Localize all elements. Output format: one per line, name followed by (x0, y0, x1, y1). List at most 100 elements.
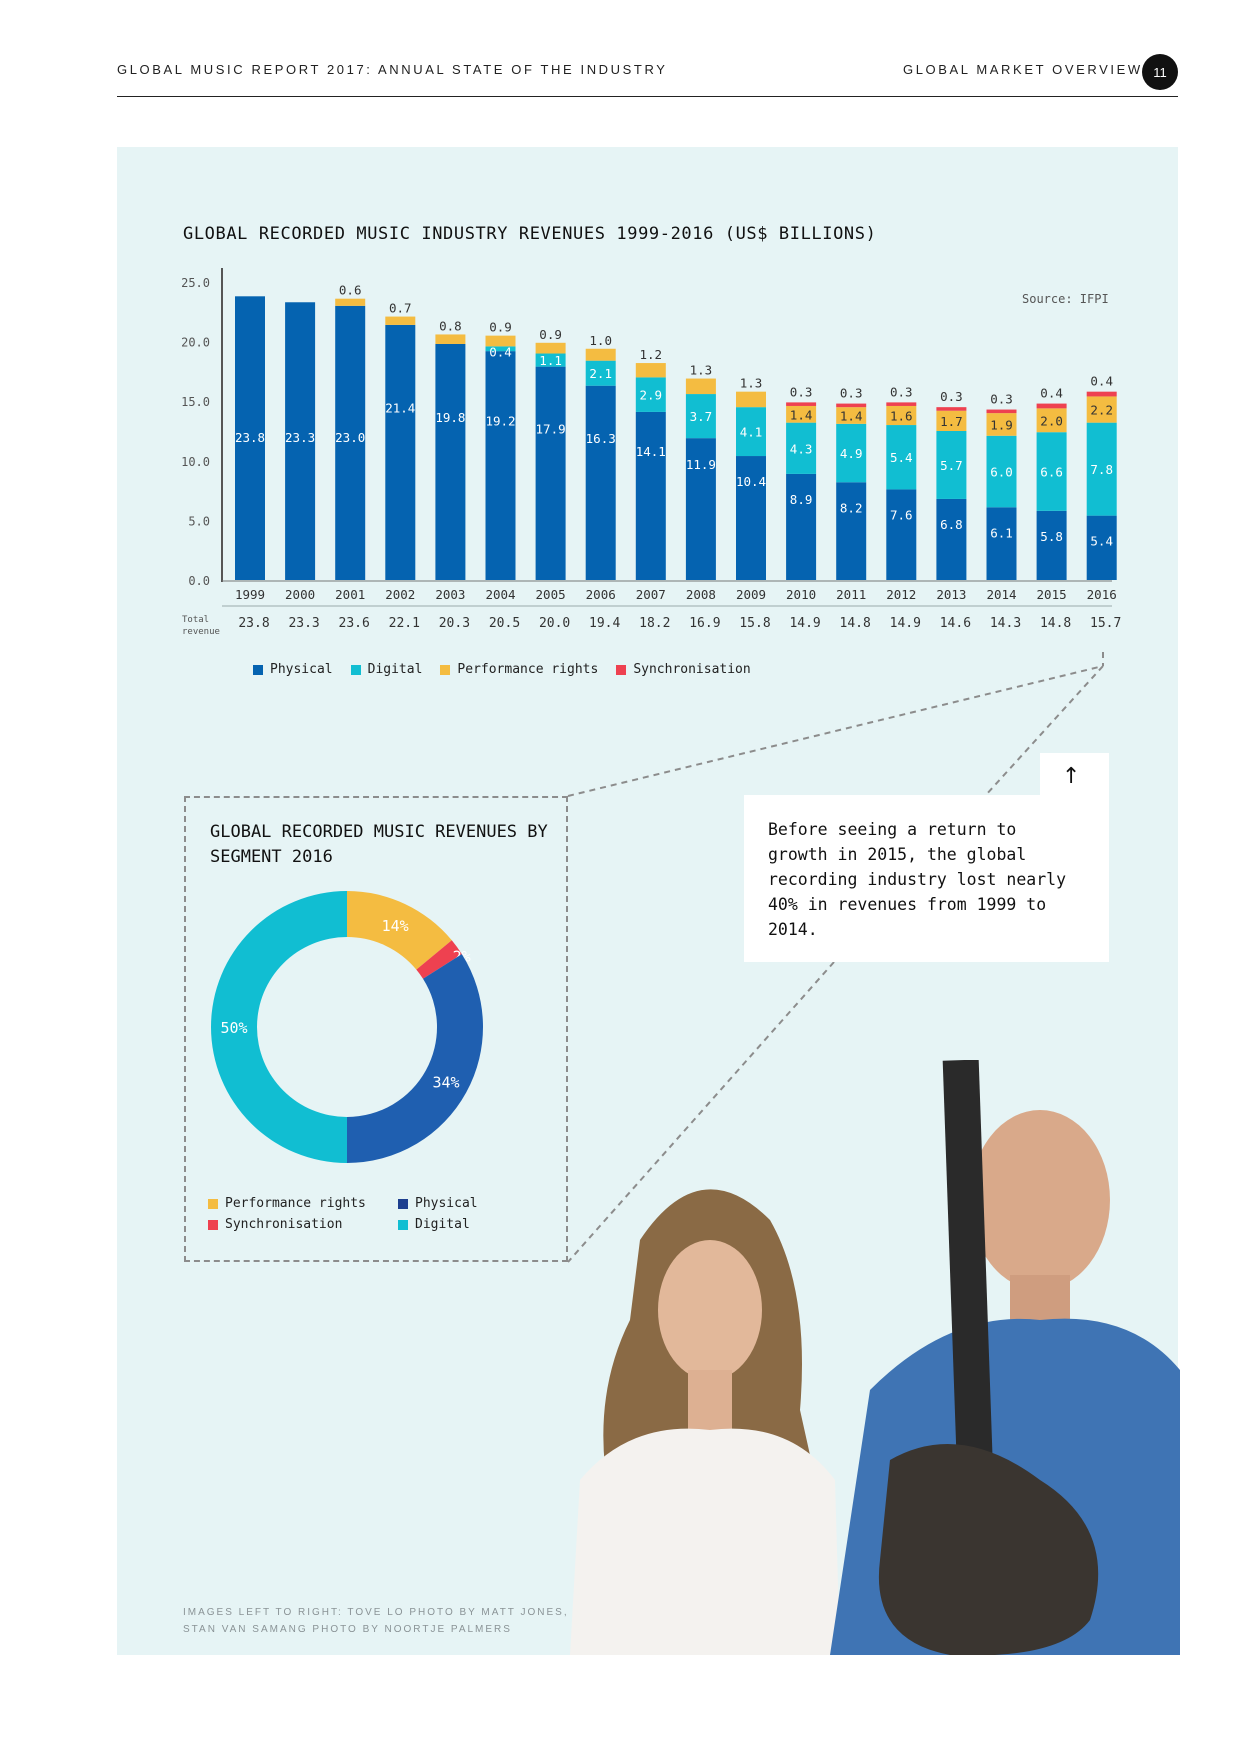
bar-chart: 0.0 5.0 10.0 15.0 20.0 25.0 Total revenue 23.8 19… (181, 268, 1121, 637)
performance-swatch-icon (440, 664, 451, 675)
bar-label-performance: 2.0 (1040, 413, 1063, 428)
bar-physical (435, 343, 466, 580)
bar-digital (836, 423, 867, 483)
bar-label-sync: 0.4 (1090, 374, 1113, 389)
bar-digital (886, 425, 917, 490)
bar-label-physical: 10.4 (736, 474, 766, 489)
bar-label-physical: 19.8 (435, 410, 465, 425)
physical-swatch-icon (398, 1198, 408, 1209)
legend-label: Digital (367, 662, 423, 677)
section-title: GLOBAL MARKET OVERVIEW (903, 62, 1143, 77)
header-divider (117, 96, 1178, 97)
bar-physical (635, 411, 666, 580)
x-tick-label: 2010 (786, 587, 816, 602)
bar-physical (786, 473, 817, 580)
bar-label-performance: 0.9 (539, 327, 562, 342)
total-value: 20.5 (489, 616, 520, 631)
bar-label-performance: 0.7 (389, 301, 412, 316)
y-tick-label: 0.0 (188, 574, 210, 588)
donut-legend-digital: Digital (398, 1217, 548, 1232)
bar-digital (635, 377, 666, 412)
bar-label-physical: 8.2 (840, 500, 863, 515)
donut-label: 14% (382, 917, 409, 935)
bar-label-performance: 1.7 (940, 414, 963, 429)
y-tick-label: 10.0 (181, 455, 210, 469)
bar-label-performance: 1.9 (990, 417, 1013, 432)
bar-performance-rights (435, 334, 466, 344)
x-tick-label: 2016 (1087, 587, 1117, 602)
total-value: 23.8 (238, 616, 269, 631)
artist-photo-man (830, 1060, 1180, 1655)
bar-physical (886, 489, 917, 580)
total-value: 15.7 (1090, 616, 1121, 631)
bar-physical (335, 305, 366, 580)
bar-label-physical: 23.0 (335, 430, 365, 445)
bar-label-physical: 5.8 (1040, 529, 1063, 544)
donut-slice-digital (211, 891, 347, 1163)
bar-synchronisation (1036, 403, 1067, 409)
x-tick-label: 1999 (235, 587, 265, 602)
bar-label-digital: 3.7 (690, 409, 713, 424)
total-value: 22.1 (389, 616, 420, 631)
bar-digital (685, 394, 716, 439)
bar-performance-rights (936, 410, 967, 431)
bar-label-sync: 0.3 (840, 386, 863, 401)
bar-physical (685, 438, 716, 580)
neck-shape (1010, 1275, 1070, 1325)
bar-label-performance: 1.4 (840, 409, 863, 424)
bar-performance-rights (535, 342, 566, 354)
x-tick-label: 2000 (285, 587, 315, 602)
shirt-shape (570, 1428, 840, 1655)
bar-synchronisation (1086, 391, 1117, 397)
legend-label: Synchronisation (225, 1217, 343, 1232)
donut-slice-performance-rights (347, 891, 452, 970)
bar-physical (385, 324, 416, 580)
bar-performance-rights (786, 405, 817, 423)
bar-performance-rights (635, 363, 666, 378)
legend-label: Physical (270, 662, 333, 677)
bar-performance-rights (585, 348, 616, 361)
bar-physical (986, 507, 1017, 580)
legend-label: Physical (415, 1196, 478, 1211)
bar-label-sync: 0.3 (990, 392, 1013, 407)
bar-label-sync: 0.4 (1040, 386, 1063, 401)
performance-swatch-icon (208, 1198, 218, 1209)
total-value: 14.9 (789, 616, 820, 631)
donut-chart-title: GLOBAL RECORDED MUSIC REVENUES BY SEGMEN… (210, 822, 548, 867)
bar-label-physical: 6.8 (940, 517, 963, 532)
legend-digital: Digital (350, 662, 423, 677)
callout-note: Before seeing a return to growth in 2015… (744, 795, 1109, 962)
report-title: GLOBAL MUSIC REPORT 2017: ANNUAL STATE O… (117, 62, 668, 77)
bar-physical (936, 498, 967, 580)
bar-label-physical: 23.3 (285, 430, 315, 445)
bar-label-digital: 2.9 (640, 388, 663, 403)
bar-label-physical: 19.2 (485, 414, 515, 429)
bar-physical (535, 366, 566, 580)
y-tick-label: 20.0 (181, 336, 210, 350)
donut-slice-synchronisation (416, 940, 462, 979)
bar-synchronisation (836, 403, 867, 408)
donut-legend: Performance rights Physical Synchronisat… (208, 1196, 548, 1232)
total-value: 19.4 (589, 616, 620, 631)
bar-label-performance: 1.4 (790, 407, 813, 422)
bar-synchronisation (786, 402, 817, 406)
total-value: 16.9 (689, 616, 720, 631)
x-tick-label: 2012 (886, 587, 916, 602)
x-tick-label: 2003 (435, 587, 465, 602)
bar-label-performance: 1.6 (890, 409, 913, 424)
bar-label-performance: 0.6 (339, 283, 362, 298)
x-tick-label: 2004 (485, 587, 515, 602)
guitar-neck-shape (942, 1060, 994, 1481)
legend-physical: Physical (253, 662, 333, 677)
x-tick-label: 2005 (536, 587, 566, 602)
legend-label: Performance rights (457, 662, 599, 677)
bar-synchronisation (936, 407, 967, 411)
bar-label-digital: 2.1 (589, 366, 612, 381)
physical-swatch-icon (253, 664, 263, 675)
bar-synchronisation (886, 402, 917, 406)
bar-label-digital: 4.3 (790, 441, 813, 456)
digital-swatch-icon (398, 1219, 408, 1230)
bar-digital (485, 346, 516, 352)
bar-label-physical: 6.1 (990, 525, 1013, 540)
